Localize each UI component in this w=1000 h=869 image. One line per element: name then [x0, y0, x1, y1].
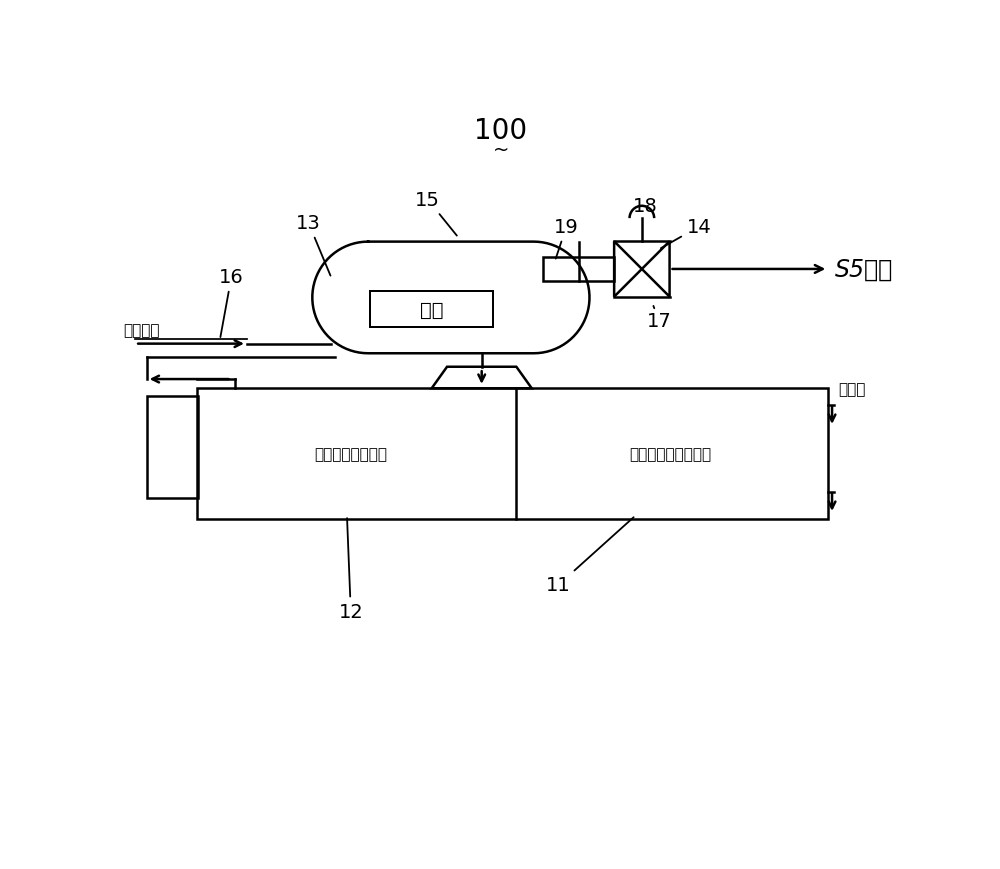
- Text: S5蝉汽: S5蝉汽: [834, 257, 893, 282]
- Text: 冷渣机證汽回收段: 冷渣机證汽回收段: [314, 447, 387, 461]
- Text: 汽包補水: 汽包補水: [124, 323, 160, 338]
- Text: 12: 12: [338, 519, 363, 621]
- Text: ~: ~: [493, 141, 509, 160]
- Text: 汽包: 汽包: [420, 300, 443, 319]
- Text: 19: 19: [554, 218, 579, 259]
- Text: 18: 18: [633, 196, 657, 216]
- Text: 15: 15: [415, 191, 457, 236]
- Text: 100: 100: [474, 117, 528, 145]
- Text: 14: 14: [661, 218, 711, 249]
- Text: 冷渣机循環水冷卻段: 冷渣机循環水冷卻段: [629, 447, 711, 461]
- Text: 循環水: 循環水: [838, 381, 866, 396]
- Text: 17: 17: [646, 307, 671, 331]
- Text: 13: 13: [296, 214, 330, 276]
- Text: 11: 11: [546, 518, 634, 594]
- Text: 16: 16: [219, 268, 244, 338]
